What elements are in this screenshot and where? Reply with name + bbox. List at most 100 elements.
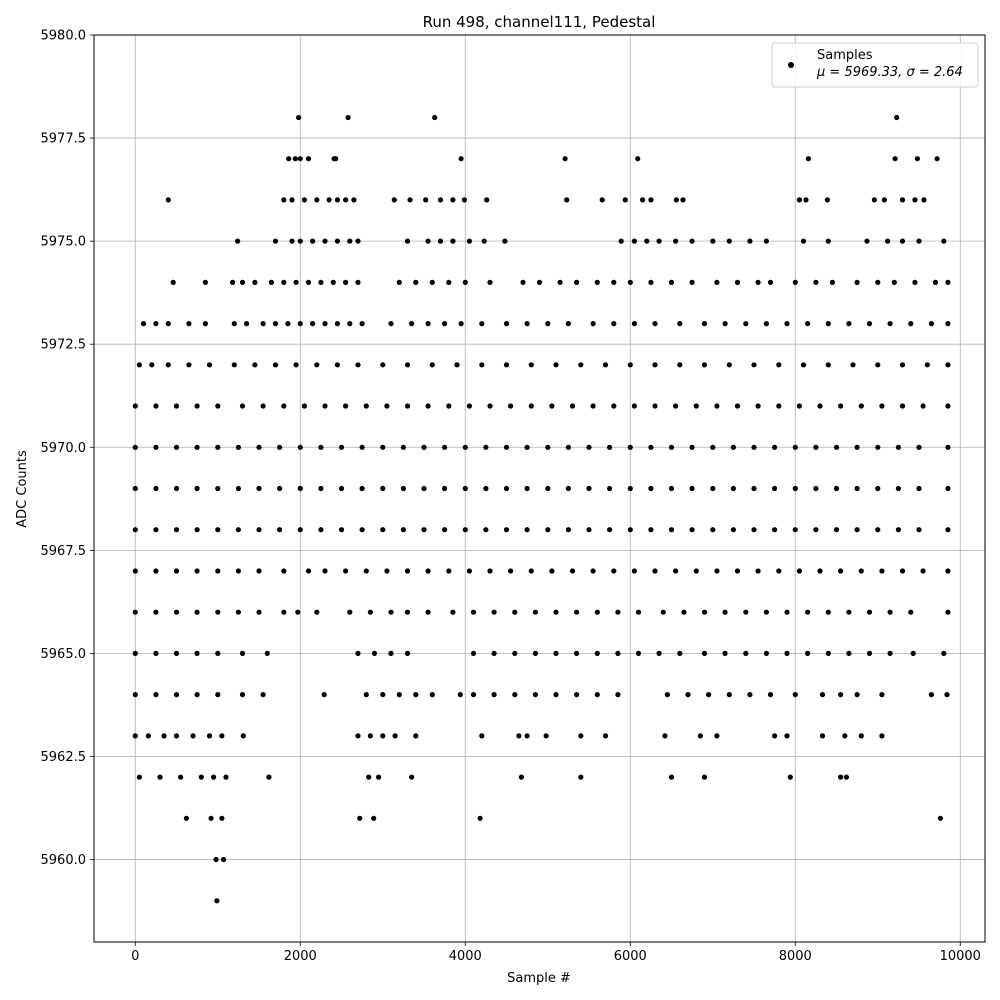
data-point (173, 444, 180, 450)
data-point (301, 403, 307, 409)
data-point (470, 609, 477, 615)
data-point (231, 321, 237, 327)
data-point (565, 321, 572, 327)
data-point (825, 321, 831, 327)
data-point (491, 650, 497, 657)
data-point (755, 568, 761, 574)
data-point (396, 692, 402, 698)
x-tick-label: 4000 (449, 949, 482, 964)
data-point (673, 238, 679, 244)
x-axis-label: Sample # (507, 971, 571, 986)
legend: Samples μ = 5969.33, σ = 2.64 (771, 42, 979, 88)
data-point (256, 609, 262, 615)
data-point (941, 650, 947, 657)
data-point (714, 568, 720, 574)
data-point (648, 279, 654, 285)
data-point (260, 321, 266, 327)
data-point (817, 568, 823, 574)
data-point (875, 362, 881, 368)
data-point (190, 733, 196, 739)
data-point (285, 321, 291, 327)
data-point (292, 156, 298, 162)
data-point (726, 238, 732, 244)
data-point (483, 527, 489, 533)
data-point (763, 609, 770, 615)
data-point (367, 609, 373, 615)
data-point (272, 238, 279, 244)
data-point (574, 609, 580, 615)
data-point (866, 321, 873, 327)
data-point (413, 733, 419, 739)
data-point (701, 774, 708, 780)
data-point (833, 527, 840, 533)
data-point (462, 527, 468, 533)
data-point (714, 279, 720, 285)
data-point (524, 485, 530, 492)
data-point (652, 362, 658, 368)
data-point (594, 650, 600, 657)
data-point (635, 650, 642, 657)
data-point (281, 609, 287, 615)
data-point (157, 774, 163, 780)
data-point (502, 238, 508, 244)
data-point (272, 321, 279, 327)
data-point (363, 568, 369, 574)
data-point (945, 527, 951, 533)
data-point (153, 444, 159, 450)
data-point (594, 279, 600, 285)
data-point (330, 279, 336, 285)
data-point (648, 485, 654, 492)
data-point (421, 444, 427, 450)
data-point (945, 279, 951, 285)
data-point (239, 403, 246, 409)
data-point (289, 197, 295, 203)
data-point (908, 609, 914, 615)
data-point (132, 692, 138, 698)
data-point (153, 527, 159, 533)
data-point (838, 403, 844, 409)
data-point (916, 485, 922, 492)
data-point (165, 362, 171, 368)
plot-frame (93, 34, 986, 943)
data-point (920, 568, 926, 574)
data-point (631, 403, 638, 409)
x-tick-label: 0 (131, 949, 139, 964)
data-point (574, 692, 580, 698)
data-point (824, 197, 831, 203)
data-point (153, 568, 159, 574)
data-point (586, 527, 592, 533)
data-point (673, 197, 680, 203)
data-point (194, 403, 200, 409)
data-point (615, 692, 621, 698)
data-point (219, 733, 225, 739)
data-point (252, 279, 258, 285)
data-point (792, 485, 798, 492)
data-point (767, 692, 774, 698)
legend-stats: μ = 5969.33, σ = 2.64 (816, 65, 963, 80)
data-point (697, 733, 704, 739)
data-point (297, 321, 303, 327)
data-point (186, 362, 192, 368)
data-point (256, 527, 262, 533)
data-point (132, 650, 138, 657)
data-point (611, 403, 617, 409)
data-point (784, 321, 790, 327)
data-point (491, 692, 497, 698)
data-point (590, 568, 596, 574)
data-point (392, 733, 398, 739)
data-point (772, 733, 778, 739)
data-point (524, 527, 530, 533)
data-point (470, 692, 477, 698)
data-point (945, 444, 951, 450)
data-point (776, 403, 782, 409)
data-point (879, 733, 885, 739)
data-point (178, 774, 184, 780)
data-point (668, 444, 675, 450)
data-point (153, 650, 159, 657)
data-point (838, 774, 844, 780)
data-point (710, 238, 716, 244)
data-point (206, 733, 213, 739)
data-point (268, 279, 274, 285)
x-tick-label: 2000 (284, 949, 317, 964)
data-point (256, 444, 262, 450)
